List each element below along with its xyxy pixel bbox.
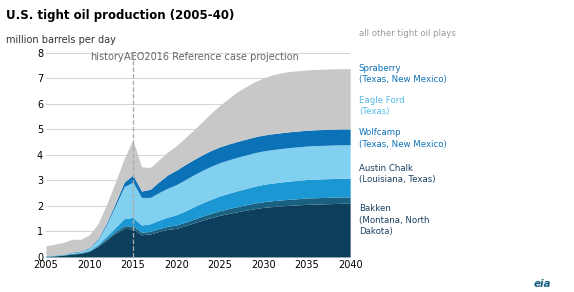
Text: U.S. tight oil production (2005-40): U.S. tight oil production (2005-40) bbox=[6, 9, 234, 22]
Text: AEO2016 Reference case projection: AEO2016 Reference case projection bbox=[123, 52, 298, 62]
Text: Wolfcamp
(Texas, New Mexico): Wolfcamp (Texas, New Mexico) bbox=[359, 128, 447, 149]
Text: Bakken
(Montana, North
Dakota): Bakken (Montana, North Dakota) bbox=[359, 204, 429, 236]
Text: million barrels per day: million barrels per day bbox=[6, 35, 115, 45]
Text: eia: eia bbox=[534, 279, 551, 289]
Text: Eagle Ford
(Texas): Eagle Ford (Texas) bbox=[359, 96, 404, 117]
Text: history: history bbox=[90, 52, 123, 62]
Text: Austin Chalk
(Louisiana, Texas): Austin Chalk (Louisiana, Texas) bbox=[359, 164, 435, 184]
Text: Spraberry
(Texas, New Mexico): Spraberry (Texas, New Mexico) bbox=[359, 64, 447, 84]
Text: all other tight oil plays: all other tight oil plays bbox=[359, 29, 456, 38]
